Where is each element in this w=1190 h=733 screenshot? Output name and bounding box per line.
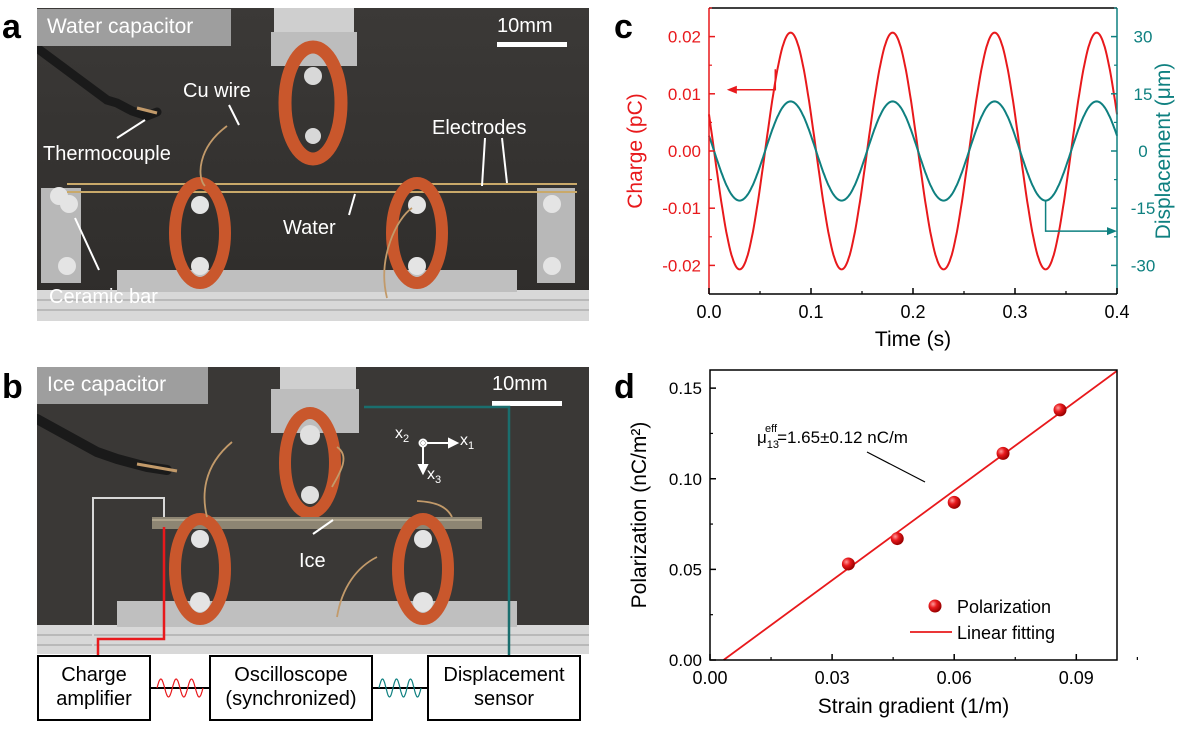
panel-label-d: d [614, 368, 635, 406]
x-axis-label: Strain gradient (1/m) [818, 695, 1009, 718]
right-tick-label: -30 [1131, 256, 1156, 275]
charge-axis-pointer [734, 69, 777, 91]
charge-signal-wave [151, 678, 209, 698]
axis-x2-label: x2 [395, 425, 409, 445]
charge-axis-pointer-head [726, 85, 737, 94]
y-tick-label: 0.00 [669, 651, 702, 670]
y-axis-label: Polarization (nC/m²) [628, 422, 651, 609]
axis-x3-sub: 3 [435, 474, 442, 487]
annotation-sub: 13 [767, 439, 779, 451]
photo-a-title: Water capacitor [47, 15, 194, 38]
displacement-sensor-block: Displacement sensor [427, 655, 581, 721]
charge-amplifier-block: Charge amplifier [37, 655, 151, 721]
legend-label-polarization: Polarization [957, 597, 1051, 617]
charge-amplifier-line-1: Charge [61, 664, 127, 686]
left-axis-label: Charge (pC) [624, 93, 647, 209]
x-tick-label: 0.03 [815, 668, 850, 688]
legend-marker-polarization [928, 599, 942, 613]
data-point [996, 446, 1010, 460]
linear-fit-line [723, 370, 1118, 661]
data-point [947, 495, 961, 509]
photo-b-title-box [37, 367, 208, 404]
photo-b-title: Ice capacitor [47, 373, 167, 396]
data-point [1053, 403, 1067, 417]
data-point [890, 532, 904, 546]
axis-x3-label: x3 [427, 466, 441, 486]
displacement-series-line [708, 100, 1118, 202]
displacement-sensor-line-1: Displacement [443, 664, 565, 686]
annotation-value: =1.65±0.12 nC/m [777, 428, 908, 447]
x-tick-label: 0.4 [1104, 302, 1129, 322]
label-electrodes: Electrodes [432, 117, 527, 139]
x-tick-label: 0.3 [1002, 302, 1027, 322]
fit-annotation: μ13 eff=1.65±0.12 nC/m [757, 423, 908, 451]
photo-ice-capacitor [37, 367, 589, 654]
label-ceramic-bar: Ceramic bar [49, 286, 158, 308]
plot-frame [709, 369, 1118, 661]
connection-wires [92, 405, 511, 657]
axis-x1-sub: 1 [468, 440, 475, 453]
left-tick-label: 0.00 [668, 142, 701, 161]
left-tick-label: -0.02 [662, 256, 701, 275]
photo-a-scale-label: 10mm [497, 15, 553, 37]
right-axis-label: Displacement (μm) [1152, 63, 1175, 240]
left-tick-label: 0.02 [668, 28, 701, 47]
legend-label-fit: Linear fitting [957, 623, 1055, 643]
data-point [841, 557, 855, 571]
photo-b-scale-label: 10mm [492, 373, 548, 395]
x-tick-label: 0.0 [696, 302, 721, 322]
displacement-axis-pointer-head [1107, 227, 1117, 236]
y-tick-label: 0.10 [669, 470, 702, 489]
y-tick-label: 0.15 [669, 379, 702, 398]
left-tick-label: 0.01 [668, 85, 701, 104]
right-tick-label: 0 [1138, 142, 1147, 161]
right-tick-label: -15 [1131, 199, 1156, 218]
x-axis-label: Time (s) [875, 328, 951, 351]
oscilloscope-block: Oscilloscope (synchronized) [209, 655, 373, 721]
x-tick-label: 0.2 [900, 302, 925, 322]
label-water: Water [283, 217, 336, 239]
axis-x2-sub: 2 [403, 433, 410, 446]
oscilloscope-line-1: Oscilloscope [234, 664, 348, 686]
chart-c: 0.0 0.1 0.2 0.3 0.4 Time (s) 0.02 0.01 0.00 -0.01… [624, 7, 1175, 351]
axis-x1-letter: x [460, 432, 468, 449]
charge-series-line [708, 31, 1118, 271]
displacement-signal-wave [373, 678, 427, 698]
label-cu-wire: Cu wire [183, 80, 251, 102]
annotation-sup: eff [765, 423, 778, 435]
x-tick-label: 0.06 [937, 668, 972, 688]
photo-a-title-box [37, 9, 231, 46]
displacement-axis-pointer [1044, 200, 1107, 232]
oscilloscope-line-2: (synchronized) [225, 688, 357, 710]
photo-water-capacitor [37, 8, 589, 321]
charge-amplifier-line-2: amplifier [56, 688, 132, 710]
panel-label-c: c [614, 8, 633, 46]
annotation-mu: μ [757, 428, 767, 447]
panel-label-b: b [2, 368, 23, 406]
annotation-pointer [866, 451, 926, 483]
axis-x1-label: x1 [460, 432, 474, 452]
panel-label-a: a [2, 8, 21, 46]
x-tick-label: 0.1 [798, 302, 823, 322]
x-tick-label: 0.00 [692, 668, 727, 688]
left-tick-label: -0.01 [662, 199, 701, 218]
right-tick-label: 15 [1134, 85, 1153, 104]
y-tick-label: 0.05 [669, 560, 702, 579]
axis-x2-letter: x [395, 425, 403, 442]
x-tick-label: 0.09 [1059, 668, 1094, 688]
chart-d: 0.00 0.03 0.06 0.09 Strain gradient (1/m) 0.0… [628, 369, 1138, 718]
right-tick-label: 30 [1134, 28, 1153, 47]
label-thermocouple: Thermocouple [43, 143, 171, 165]
axis-x3-letter: x [427, 466, 435, 483]
displacement-sensor-line-2: sensor [473, 688, 535, 710]
label-ice: Ice [299, 550, 326, 572]
